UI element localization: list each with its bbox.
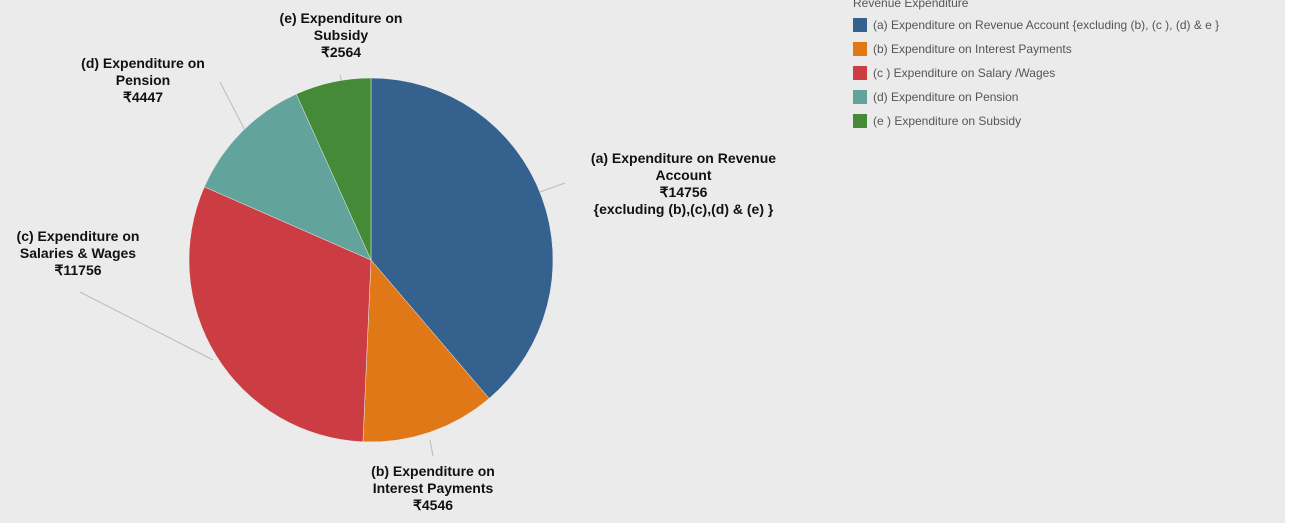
pie-slice (204, 93, 372, 261)
leader-line (79, 291, 214, 361)
slice-name: (a) Expenditure on Revenue Account (590, 150, 777, 183)
leader-line (539, 182, 566, 193)
pie-slice (188, 186, 372, 443)
slice-name: (e) Expenditure on Subsidy (279, 10, 403, 43)
legend-text: (e ) Expenditure on Subsidy (873, 114, 1022, 128)
slice-label: (c) Expenditure on Salaries & Wages ₹1175… (0, 228, 158, 279)
legend-title: Revenue Expenditure (853, 0, 969, 10)
slice-name: (d) Expenditure on Pension (81, 55, 205, 88)
leader-line (429, 439, 434, 457)
slice-label: (b) Expenditure on Interest Payments ₹454… (353, 463, 513, 514)
slice-value: ₹4447 (122, 89, 164, 105)
legend-entry: (e ) Expenditure on Subsidy (873, 114, 1021, 128)
slice-label: (a) Expenditure on Revenue Account ₹14756… (576, 150, 791, 218)
legend-text: (d) Expenditure on Pension (873, 90, 1019, 104)
legend-text: (a) Expenditure on Revenue Account {excl… (873, 18, 1220, 32)
slice-label: (e) Expenditure on Subsidy ₹2564 (266, 10, 416, 61)
legend-entry: (a) Expenditure on Revenue Account {excl… (873, 18, 1219, 32)
legend-swatch (853, 66, 867, 80)
slice-name: (b) Expenditure on Interest Payments (371, 463, 495, 496)
legend-swatch (853, 114, 867, 128)
slice-value: ₹4546 (412, 497, 454, 513)
legend-swatch (853, 18, 867, 32)
slice-value: ₹11756 (54, 262, 102, 278)
legend-text: (b) Expenditure on Interest Payments (873, 42, 1072, 56)
legend-swatch (853, 42, 867, 56)
slice-annotation: {excluding (b),(c),(d) & (e) } (593, 201, 774, 217)
pie-slice (362, 259, 490, 443)
legend-swatch (853, 90, 867, 104)
legend-entry: (c ) Expenditure on Salary /Wages (873, 66, 1055, 80)
slice-name: (c) Expenditure on Salaries & Wages (16, 228, 140, 261)
slice-value: ₹2564 (320, 44, 362, 60)
slice-value: ₹14756 (659, 184, 708, 200)
legend-entry: (b) Expenditure on Interest Payments (873, 42, 1072, 56)
legend-entry: (d) Expenditure on Pension (873, 90, 1018, 104)
slice-label: (d) Expenditure on Pension ₹4447 (63, 55, 223, 106)
pie-slice (370, 77, 554, 399)
pie-slice (295, 77, 372, 261)
legend-text: (c ) Expenditure on Salary /Wages (873, 66, 1056, 80)
